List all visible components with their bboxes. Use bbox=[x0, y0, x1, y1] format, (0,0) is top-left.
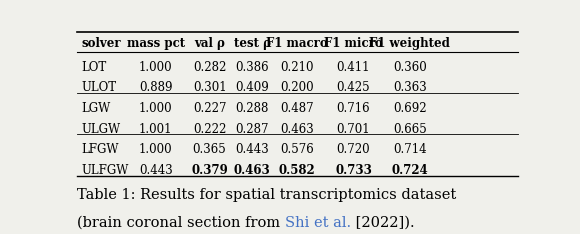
Text: 1.001: 1.001 bbox=[139, 123, 172, 136]
Text: LOT: LOT bbox=[81, 61, 107, 73]
Text: 0.889: 0.889 bbox=[139, 81, 172, 94]
Text: 0.443: 0.443 bbox=[235, 143, 269, 156]
Text: 0.200: 0.200 bbox=[281, 81, 314, 94]
Text: 0.379: 0.379 bbox=[191, 164, 228, 177]
Text: 0.724: 0.724 bbox=[392, 164, 428, 177]
Text: 0.733: 0.733 bbox=[335, 164, 372, 177]
Text: LFGW: LFGW bbox=[81, 143, 119, 156]
Text: 0.692: 0.692 bbox=[393, 102, 426, 115]
Text: 0.210: 0.210 bbox=[281, 61, 314, 73]
Text: 0.288: 0.288 bbox=[235, 102, 269, 115]
Text: LGW: LGW bbox=[81, 102, 111, 115]
Text: val ρ: val ρ bbox=[194, 37, 225, 50]
Text: 0.665: 0.665 bbox=[393, 123, 426, 136]
Text: 0.227: 0.227 bbox=[193, 102, 226, 115]
Text: 0.282: 0.282 bbox=[193, 61, 226, 73]
Text: 0.411: 0.411 bbox=[336, 61, 370, 73]
Text: 0.716: 0.716 bbox=[336, 102, 370, 115]
Text: 1.000: 1.000 bbox=[139, 102, 172, 115]
Text: 0.701: 0.701 bbox=[336, 123, 370, 136]
Text: 0.576: 0.576 bbox=[280, 143, 314, 156]
Text: solver: solver bbox=[81, 37, 121, 50]
Text: 0.301: 0.301 bbox=[193, 81, 226, 94]
Text: 0.714: 0.714 bbox=[393, 143, 426, 156]
Text: 0.463: 0.463 bbox=[280, 123, 314, 136]
Text: mass pct: mass pct bbox=[126, 37, 184, 50]
Text: 0.409: 0.409 bbox=[235, 81, 269, 94]
Text: Table 1: Results for spatial transcriptomics dataset: Table 1: Results for spatial transcripto… bbox=[77, 188, 456, 202]
Text: 0.222: 0.222 bbox=[193, 123, 226, 136]
Text: (brain coronal section from: (brain coronal section from bbox=[77, 216, 285, 230]
Text: 0.425: 0.425 bbox=[336, 81, 370, 94]
Text: 0.463: 0.463 bbox=[234, 164, 271, 177]
Text: 0.720: 0.720 bbox=[336, 143, 370, 156]
Text: 1.000: 1.000 bbox=[139, 61, 172, 73]
Text: F1 micro: F1 micro bbox=[324, 37, 383, 50]
Text: 0.363: 0.363 bbox=[393, 81, 426, 94]
Text: 0.360: 0.360 bbox=[393, 61, 426, 73]
Text: F1 macro: F1 macro bbox=[266, 37, 328, 50]
Text: 1.000: 1.000 bbox=[139, 143, 172, 156]
Text: 0.582: 0.582 bbox=[279, 164, 316, 177]
Text: F1 weighted: F1 weighted bbox=[369, 37, 450, 50]
Text: 0.365: 0.365 bbox=[193, 143, 226, 156]
Text: 0.487: 0.487 bbox=[281, 102, 314, 115]
Text: [2022]).: [2022]). bbox=[351, 216, 415, 230]
Text: 0.443: 0.443 bbox=[139, 164, 172, 177]
Text: ULFGW: ULFGW bbox=[81, 164, 129, 177]
Text: ULGW: ULGW bbox=[81, 123, 121, 136]
Text: ULOT: ULOT bbox=[81, 81, 117, 94]
Text: Shi et al.: Shi et al. bbox=[285, 216, 351, 230]
Text: 0.386: 0.386 bbox=[235, 61, 269, 73]
Text: 0.287: 0.287 bbox=[235, 123, 269, 136]
Text: test ρ: test ρ bbox=[234, 37, 271, 50]
